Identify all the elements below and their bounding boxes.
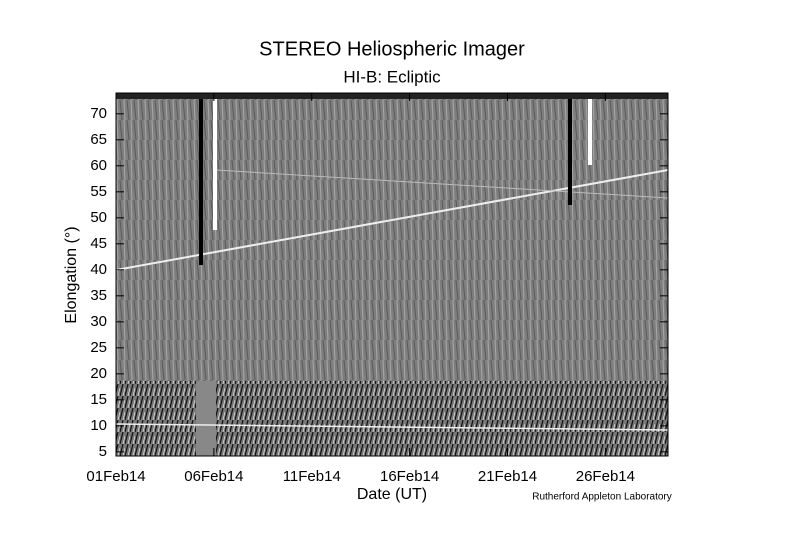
x-tick-label: 26Feb14 bbox=[576, 468, 635, 485]
y-tick-label: 70 bbox=[90, 105, 107, 122]
x-tick-label: 01Feb14 bbox=[86, 468, 145, 485]
x-tick-label: 11Feb14 bbox=[283, 468, 341, 485]
y-tick-label: 55 bbox=[90, 183, 107, 200]
y-tick-label: 35 bbox=[90, 287, 107, 304]
y-tick-label: 20 bbox=[90, 365, 107, 382]
y-tick-label: 10 bbox=[90, 417, 107, 434]
chart-subtitle: HI-B: Ecliptic bbox=[343, 67, 441, 86]
chart-title: STEREO Heliospheric Imager bbox=[259, 38, 525, 60]
x-axis-label: Date (UT) bbox=[357, 486, 427, 503]
y-tick-label: 30 bbox=[90, 313, 107, 330]
x-tick-label: 06Feb14 bbox=[184, 468, 243, 485]
y-tick-label: 65 bbox=[90, 131, 107, 148]
plot-frame bbox=[115, 92, 669, 457]
y-tick-label: 60 bbox=[90, 157, 107, 174]
x-tick-label: 16Feb14 bbox=[380, 468, 439, 485]
y-tick-label: 40 bbox=[90, 261, 107, 278]
y-tick-label: 15 bbox=[90, 391, 107, 408]
y-tick-label: 25 bbox=[90, 339, 107, 356]
y-tick-label: 5 bbox=[99, 443, 107, 460]
image-background bbox=[115, 93, 669, 456]
y-tick-label: 45 bbox=[90, 235, 107, 252]
y-axis-label: Elongation (°) bbox=[63, 226, 80, 323]
credit: Rutherford Appleton Laboratory bbox=[532, 492, 672, 503]
x-tick-label: 21Feb14 bbox=[478, 468, 537, 485]
y-tick-label: 50 bbox=[90, 209, 107, 226]
